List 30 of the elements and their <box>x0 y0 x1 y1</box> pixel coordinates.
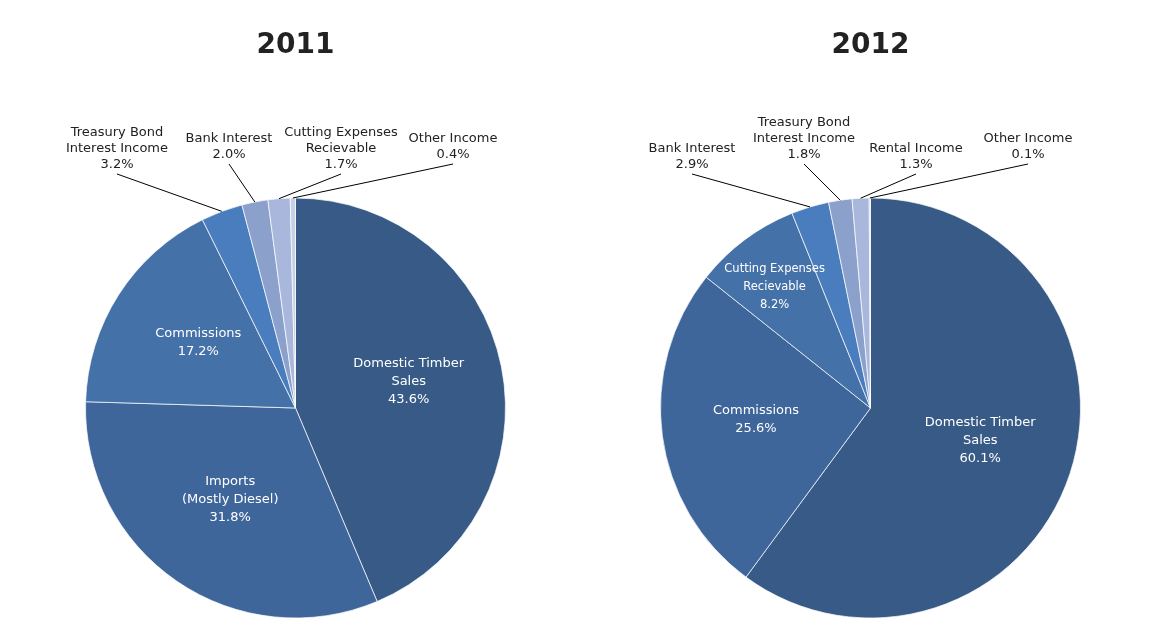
slice-label: Treasury Bond Interest Income <box>65 124 169 155</box>
chart-title: 2011 <box>256 27 335 60</box>
slice-label: Imports (Mostly Diesel) <box>181 473 279 507</box>
data-label: 25.6% <box>735 420 777 436</box>
slice-label: Commissions <box>712 402 800 418</box>
slice-label: Bank Interest <box>648 140 736 155</box>
data-label: 8.2% <box>760 297 790 312</box>
data-label: 31.8% <box>209 509 251 525</box>
data-label: 0.1% <box>1011 146 1045 161</box>
data-label: 43.6% <box>388 391 430 407</box>
data-label: 60.1% <box>959 450 1001 466</box>
slice-label: Cutting Expenses Recievable <box>724 261 825 294</box>
slice-label: Treasury Bond Interest Income <box>752 114 856 145</box>
data-label: 2.9% <box>675 156 709 171</box>
slice-label: Other Income <box>983 130 1073 145</box>
data-label: 1.7% <box>324 156 358 171</box>
slice-label: Cutting Expenses Recievable <box>284 124 399 155</box>
slice-label: Rental Income <box>869 140 963 155</box>
slice-label: Other Income <box>408 130 498 145</box>
data-label: 3.2% <box>100 156 134 171</box>
slice-label: Commissions <box>155 324 242 340</box>
slice-label: Bank Interest <box>185 130 273 145</box>
data-label: 1.3% <box>899 156 933 171</box>
data-label: 2.0% <box>212 146 246 161</box>
slice-label: Domestic Timber Sales <box>353 355 465 389</box>
slice-label: Domestic Timber Sales <box>924 414 1037 448</box>
data-label: 1.8% <box>787 146 821 161</box>
data-label: 17.2% <box>177 342 219 358</box>
data-label: 0.4% <box>436 146 470 161</box>
chart-title: 2012 <box>831 27 910 60</box>
